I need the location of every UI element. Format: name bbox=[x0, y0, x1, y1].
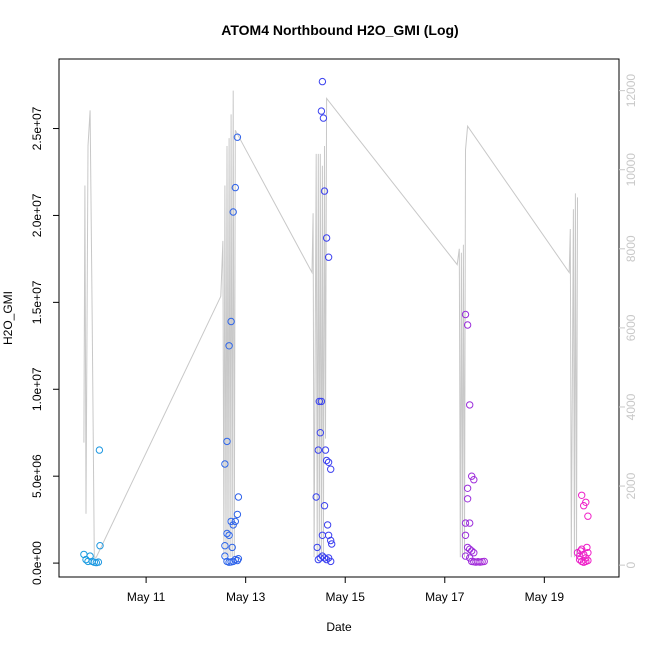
data-point bbox=[321, 446, 330, 454]
y2-tick-label: 4000 bbox=[624, 393, 638, 420]
data-point bbox=[576, 547, 585, 555]
data-point bbox=[228, 543, 236, 552]
data-point bbox=[95, 446, 104, 454]
data-point bbox=[223, 437, 231, 446]
data-point bbox=[323, 521, 332, 529]
data-point bbox=[468, 547, 476, 555]
data-point bbox=[319, 114, 328, 122]
y2-tick-label: 2000 bbox=[624, 472, 638, 499]
data-point bbox=[327, 557, 335, 566]
data-point bbox=[578, 491, 586, 499]
data-point bbox=[578, 545, 586, 553]
data-point bbox=[583, 543, 591, 552]
x-tick-label: May 11 bbox=[127, 590, 166, 604]
data-point bbox=[227, 517, 235, 526]
x-tick-label: May 19 bbox=[525, 590, 565, 604]
data-point bbox=[223, 529, 231, 538]
data-point bbox=[317, 397, 326, 406]
plot-frame bbox=[58, 58, 620, 578]
data-point bbox=[314, 446, 322, 454]
data-point bbox=[470, 476, 478, 484]
y2-tick-label: 0 bbox=[624, 561, 638, 568]
data-point bbox=[322, 234, 331, 242]
x-tick-label: May 15 bbox=[326, 590, 366, 604]
x-axis: May 11 May 13 May 15 May 17 May 19 bbox=[127, 577, 564, 604]
x-axis-label: Date bbox=[326, 620, 352, 634]
y2-tick-label: 6000 bbox=[624, 314, 638, 341]
y2-tick-label: 10000 bbox=[624, 153, 638, 187]
data-point bbox=[324, 458, 333, 466]
y-tick-label: 1.0e+07 bbox=[30, 367, 44, 411]
altitude-line-layer bbox=[83, 90, 578, 558]
data-point bbox=[320, 187, 329, 195]
y-axis-label: H2O_GMI bbox=[1, 291, 15, 345]
data-point bbox=[318, 77, 327, 86]
data-point bbox=[463, 495, 472, 503]
data-point bbox=[229, 208, 237, 216]
data-point bbox=[231, 183, 240, 192]
data-point bbox=[461, 310, 470, 319]
data-point bbox=[315, 397, 323, 406]
data-point bbox=[584, 512, 592, 520]
data-point bbox=[234, 555, 243, 563]
data-point bbox=[328, 540, 336, 548]
y-axis: 0.0e+00 5.0e+06 1.0e+07 1.5e+07 2.0e+07 2.5e+… bbox=[30, 106, 59, 585]
data-point bbox=[233, 510, 242, 519]
data-point bbox=[312, 493, 320, 501]
data-point bbox=[227, 317, 235, 326]
y2-tick-label: 12000 bbox=[624, 74, 638, 108]
y-tick-label: 1.5e+07 bbox=[30, 280, 44, 324]
data-point bbox=[96, 542, 104, 550]
data-point bbox=[322, 555, 331, 564]
data-point bbox=[320, 502, 329, 510]
y2-tick-label: 8000 bbox=[624, 235, 638, 262]
data-point bbox=[461, 519, 470, 527]
data-point bbox=[221, 460, 229, 468]
data-point bbox=[316, 429, 324, 437]
x-tick-label: May 13 bbox=[226, 590, 266, 604]
chart-title: ATOM4 Northbound H2O_GMI (Log) bbox=[221, 22, 458, 38]
data-point bbox=[94, 558, 103, 566]
data-point bbox=[466, 519, 474, 527]
data-point bbox=[318, 531, 327, 539]
data-point bbox=[480, 557, 488, 566]
data-point bbox=[584, 549, 592, 557]
y-tick-label: 5.0e+06 bbox=[30, 454, 44, 498]
data-point bbox=[233, 556, 242, 565]
data-point bbox=[466, 401, 474, 409]
y-tick-label: 2.0e+07 bbox=[30, 193, 44, 237]
data-point bbox=[327, 536, 335, 545]
data-point bbox=[320, 554, 329, 562]
data-point bbox=[463, 484, 472, 492]
x-tick-label: May 17 bbox=[425, 590, 465, 604]
data-point bbox=[313, 543, 321, 552]
data-point bbox=[322, 456, 331, 465]
data-point bbox=[225, 531, 233, 539]
data-point bbox=[233, 133, 242, 141]
data-point bbox=[461, 552, 470, 560]
data-point bbox=[582, 498, 590, 506]
data-point bbox=[314, 555, 322, 564]
y-tick-label: 0.0e+00 bbox=[30, 541, 44, 585]
data-point bbox=[584, 556, 592, 565]
points-layer bbox=[80, 77, 592, 567]
altitude-line bbox=[83, 90, 578, 558]
data-point bbox=[317, 107, 326, 115]
data-point bbox=[324, 253, 333, 261]
data-point bbox=[221, 542, 229, 550]
data-point bbox=[463, 321, 472, 329]
y-tick-label: 2.5e+07 bbox=[30, 106, 44, 150]
data-point bbox=[234, 493, 243, 501]
data-point bbox=[327, 465, 335, 473]
right-y-axis: 0 2000 4000 6000 8000 10000 12000 bbox=[619, 74, 638, 568]
data-point bbox=[470, 549, 478, 557]
data-point bbox=[461, 531, 470, 539]
data-point bbox=[225, 342, 233, 350]
